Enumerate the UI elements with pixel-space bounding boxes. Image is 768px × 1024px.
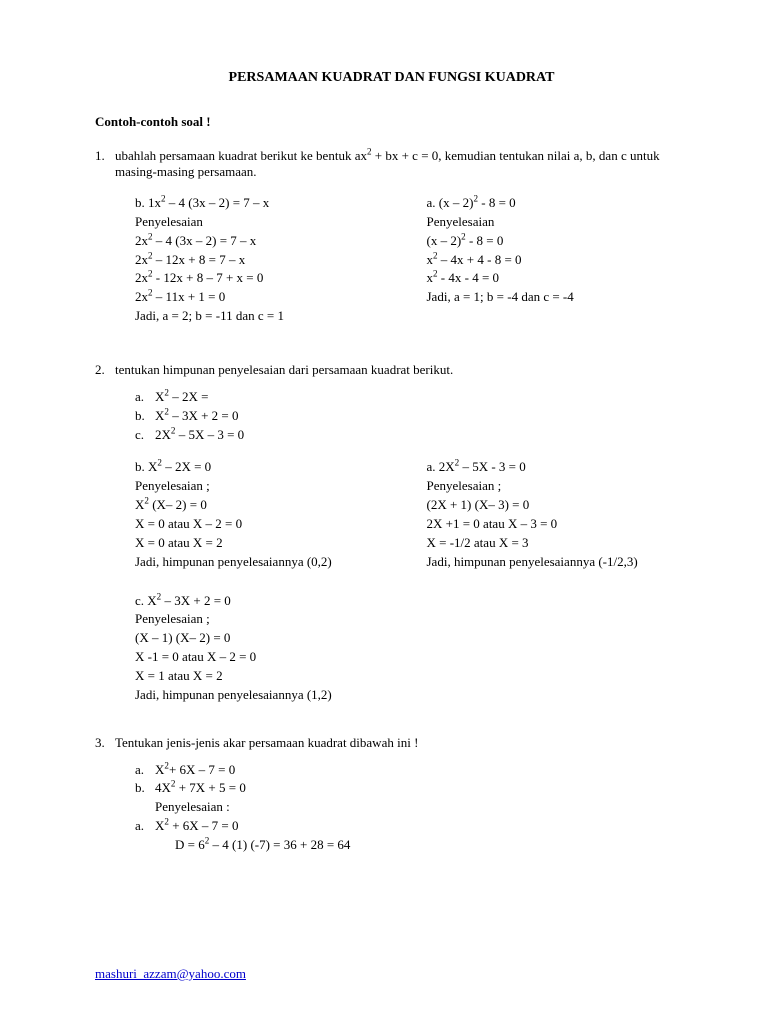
eq: D = 62 – 4 (1) (-7) = 36 + 28 = 64 bbox=[175, 836, 688, 855]
eq: X = 0 atau X – 2 = 0 bbox=[135, 515, 397, 534]
problem-3: 3. Tentukan jenis-jenis akar persamaan k… bbox=[95, 735, 688, 855]
solution-a: a. 2X2 – 5X - 3 = 0 Penyelesaian ; (2X +… bbox=[427, 458, 689, 571]
email-link[interactable]: mashuri_azzam@yahoo.com bbox=[95, 966, 246, 981]
page-title: PERSAMAAN KUADRAT DAN FUNGSI KUADRAT bbox=[95, 70, 688, 86]
eq: - 8 = 0 bbox=[466, 233, 504, 248]
eq: – 12x + 8 = 7 – x bbox=[153, 252, 246, 267]
solution-c: c. X2 – 3X + 2 = 0 Penyelesaian ; (X – 1… bbox=[135, 592, 688, 705]
eq: 4X2 + 7X + 5 = 0 bbox=[155, 779, 246, 798]
eq: 2x bbox=[135, 289, 148, 304]
eq: 2X +1 = 0 atau X – 3 = 0 bbox=[427, 515, 689, 534]
eq: – 11x + 1 = 0 bbox=[153, 289, 226, 304]
eq: 2x bbox=[135, 233, 148, 248]
answer: Jadi, himpunan penyelesaiannya (1,2) bbox=[135, 686, 688, 705]
eq: 2x bbox=[135, 270, 148, 285]
sub-label: a. bbox=[135, 761, 155, 780]
eq: - 8 = 0 bbox=[478, 195, 516, 210]
eq: – 4 (3x – 2) = 7 – x bbox=[166, 195, 270, 210]
eq: - 4x - 4 = 0 bbox=[438, 270, 500, 285]
sub-label: b. bbox=[135, 407, 155, 426]
solution-right: a. (x – 2)2 - 8 = 0 Penyelesaian (x – 2)… bbox=[427, 194, 689, 326]
eq: a. 2X bbox=[427, 459, 455, 474]
eq: 2x bbox=[135, 252, 148, 267]
eq: (X– 2) = 0 bbox=[149, 497, 207, 512]
answer: Jadi, himpunan penyelesaiannya (-1/2,3) bbox=[427, 553, 689, 572]
eq: – 2X = 0 bbox=[162, 459, 211, 474]
eq: – 5X - 3 = 0 bbox=[459, 459, 526, 474]
label: Penyelesaian ; bbox=[427, 477, 689, 496]
problem-text: ubahlah persamaan kuadrat berikut ke ben… bbox=[115, 148, 688, 180]
eq: 2X2 – 5X – 3 = 0 bbox=[155, 426, 244, 445]
sub-label: b. bbox=[135, 779, 155, 798]
label: Penyelesaian bbox=[427, 213, 689, 232]
sub-label: c. bbox=[135, 426, 155, 445]
problem-number: 3. bbox=[95, 735, 115, 751]
eq: X2 – 2X = bbox=[155, 388, 208, 407]
problem-text: Tentukan jenis-jenis akar persamaan kuad… bbox=[115, 735, 688, 751]
solution-b: b. X2 – 2X = 0 Penyelesaian ; X2 (X– 2) … bbox=[135, 458, 397, 571]
answer: Jadi, a = 2; b = -11 dan c = 1 bbox=[135, 307, 397, 326]
text-part: ubahlah persamaan kuadrat berikut ke ben… bbox=[115, 148, 367, 163]
eq: – 4x + 4 - 8 = 0 bbox=[438, 252, 522, 267]
problem-number: 1. bbox=[95, 148, 115, 180]
label: Penyelesaian ; bbox=[135, 477, 397, 496]
eq: a. (x – 2) bbox=[427, 195, 474, 210]
problem-number: 2. bbox=[95, 362, 115, 378]
eq: X2+ 6X – 7 = 0 bbox=[155, 761, 235, 780]
eq: X2 – 3X + 2 = 0 bbox=[155, 407, 239, 426]
footer-email[interactable]: mashuri_azzam@yahoo.com bbox=[95, 966, 246, 982]
problem-2: 2. tentukan himpunan penyelesaian dari p… bbox=[95, 362, 688, 705]
eq: – 3X + 2 = 0 bbox=[161, 593, 231, 608]
eq: X -1 = 0 atau X – 2 = 0 bbox=[135, 648, 688, 667]
eq: - 12x + 8 – 7 + x = 0 bbox=[153, 270, 264, 285]
eq: X2 + 6X – 7 = 0 bbox=[155, 817, 239, 836]
eq: X = -1/2 atau X = 3 bbox=[427, 534, 689, 553]
eq: X = 1 atau X = 2 bbox=[135, 667, 688, 686]
eq: b. 1x bbox=[135, 195, 161, 210]
eq: X bbox=[135, 497, 144, 512]
problem-text: tentukan himpunan penyelesaian dari pers… bbox=[115, 362, 688, 378]
eq: (2X + 1) (X– 3) = 0 bbox=[427, 496, 689, 515]
label: Penyelesaian bbox=[135, 213, 397, 232]
answer: Jadi, a = 1; b = -4 dan c = -4 bbox=[427, 288, 689, 307]
sub-label: a. bbox=[135, 388, 155, 407]
label: Penyelesaian : bbox=[155, 798, 688, 817]
eq: X = 0 atau X = 2 bbox=[135, 534, 397, 553]
sub-label: a. bbox=[135, 817, 155, 836]
eq: c. X bbox=[135, 593, 157, 608]
eq: (X – 1) (X– 2) = 0 bbox=[135, 629, 688, 648]
section-subtitle: Contoh-contoh soal ! bbox=[95, 114, 688, 130]
answer: Jadi, himpunan penyelesaiannya (0,2) bbox=[135, 553, 397, 572]
eq: (x – 2) bbox=[427, 233, 462, 248]
eq: b. X bbox=[135, 459, 157, 474]
problem-1: 1. ubahlah persamaan kuadrat berikut ke … bbox=[95, 148, 688, 326]
eq: – 4 (3x – 2) = 7 – x bbox=[153, 233, 257, 248]
solution-left: b. 1x2 – 4 (3x – 2) = 7 – x Penyelesaian… bbox=[135, 194, 397, 326]
label: Penyelesaian ; bbox=[135, 610, 688, 629]
